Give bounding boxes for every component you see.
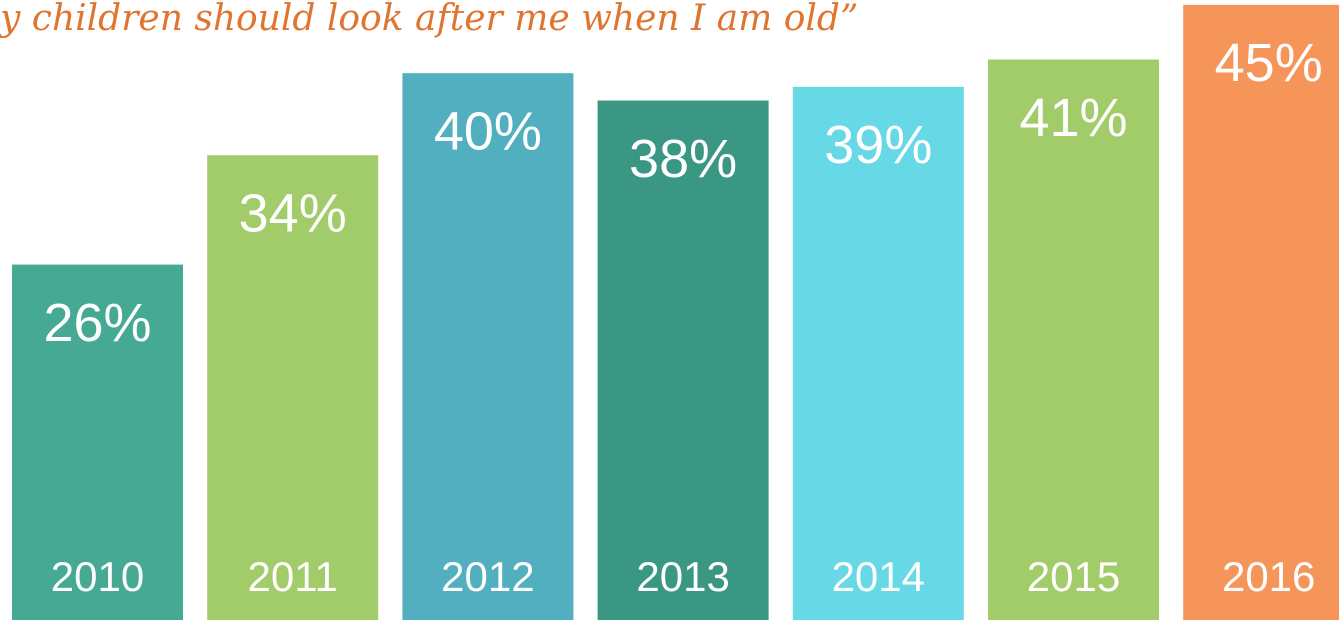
- category-label: 2010: [51, 553, 144, 600]
- value-label: 38%: [629, 129, 737, 189]
- bar: [597, 100, 769, 620]
- value-label: 39%: [824, 115, 932, 175]
- bar: [12, 264, 183, 620]
- category-label: 2013: [636, 553, 729, 600]
- value-label: 45%: [1215, 33, 1323, 93]
- bar: [402, 73, 574, 620]
- value-label: 34%: [239, 183, 347, 243]
- category-label: 2012: [441, 553, 534, 600]
- value-label: 40%: [434, 101, 542, 161]
- bar: [207, 155, 379, 620]
- category-label: 2016: [1222, 553, 1315, 600]
- bar: [792, 86, 964, 620]
- bar: [988, 59, 1159, 620]
- value-label: 41%: [1019, 88, 1127, 148]
- category-label: 2014: [832, 553, 925, 600]
- value-label: 26%: [43, 293, 151, 353]
- category-label: 2011: [248, 553, 338, 600]
- bar: [1183, 4, 1339, 620]
- category-label: 2015: [1027, 553, 1120, 600]
- chart-title: y children should look after me when I a…: [0, 0, 858, 39]
